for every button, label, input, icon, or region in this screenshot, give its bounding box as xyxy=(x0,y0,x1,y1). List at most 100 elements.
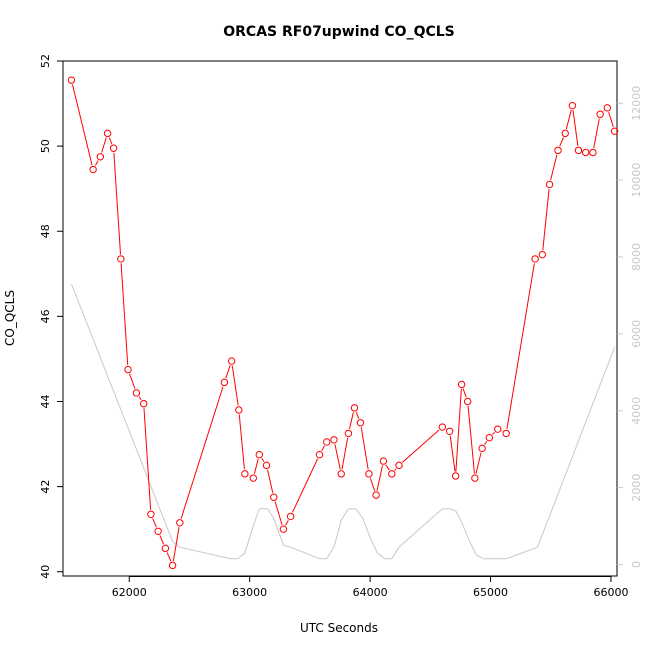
data-point xyxy=(279,525,288,533)
x-tick-label: 64000 xyxy=(353,586,388,599)
primary-line-segment xyxy=(292,458,319,513)
data-point xyxy=(379,457,388,465)
data-point xyxy=(561,129,569,138)
data-point xyxy=(596,110,604,118)
primary-line-segment xyxy=(449,435,456,472)
primary-line-segment xyxy=(484,441,488,445)
secondary-line-segment xyxy=(244,525,254,554)
data-point xyxy=(235,406,243,414)
primary-line-segment xyxy=(108,137,113,145)
secondary-line-segment xyxy=(377,552,385,560)
secondary-line-segment xyxy=(340,508,349,521)
secondary-line-segment xyxy=(333,520,342,548)
data-point xyxy=(241,470,249,478)
secondary-line-segment xyxy=(70,283,174,542)
data-point xyxy=(485,433,494,442)
data-point xyxy=(117,255,125,263)
data-point xyxy=(457,380,466,389)
primary-series-layer xyxy=(67,76,619,570)
secondary-line-segment xyxy=(252,508,260,527)
primary-line-segment xyxy=(355,411,360,419)
data-point xyxy=(154,527,162,536)
primary-line-segment xyxy=(455,388,462,472)
data-point xyxy=(463,397,472,406)
primary-line-segment xyxy=(341,437,349,470)
x-tick-label: 62000 xyxy=(112,586,147,599)
data-point xyxy=(96,153,105,161)
data-point xyxy=(89,165,97,174)
primary-line-segment xyxy=(376,465,383,491)
primary-line-segment xyxy=(159,535,165,545)
y2-tick-label: 8000 xyxy=(630,243,643,271)
secondary-line-segment xyxy=(355,508,364,519)
data-point xyxy=(610,127,619,135)
data-point xyxy=(103,129,112,138)
data-point xyxy=(603,104,612,112)
primary-line-segment xyxy=(231,365,239,406)
y-tick-label: 52 xyxy=(39,54,52,68)
primary-line-segment xyxy=(101,137,107,153)
primary-line-segment xyxy=(462,388,467,398)
data-point xyxy=(502,429,510,438)
data-point xyxy=(220,378,229,387)
x-axis-label: UTC Seconds xyxy=(300,621,378,635)
data-point xyxy=(554,146,562,155)
data-point xyxy=(139,399,148,408)
primary-line-segment xyxy=(608,111,614,128)
data-point xyxy=(356,419,365,427)
primary-line-segment xyxy=(572,110,579,146)
data-point xyxy=(445,427,454,435)
primary-line-segment xyxy=(143,408,152,510)
primary-line-segment xyxy=(369,477,376,492)
y2-tick-label: 10000 xyxy=(630,163,643,198)
y2-tick-label: 4000 xyxy=(630,397,643,425)
data-point xyxy=(227,357,236,365)
data-point xyxy=(315,450,324,459)
primary-line-segment xyxy=(334,444,341,470)
secondary-line-segment xyxy=(455,510,463,523)
primary-line-segment xyxy=(238,414,245,470)
y-axis-label: CO_QCLS xyxy=(3,290,17,346)
data-point xyxy=(372,491,380,499)
data-point xyxy=(494,425,502,433)
secondary-line-segment xyxy=(475,554,484,560)
plot-border xyxy=(62,60,618,577)
primary-line-segment xyxy=(402,429,440,463)
primary-line-segment xyxy=(253,458,259,474)
secondary-line-segment xyxy=(461,522,470,540)
primary-line-segment xyxy=(172,527,180,562)
data-point xyxy=(262,461,271,470)
primary-line-segment xyxy=(506,263,535,430)
data-point xyxy=(330,436,338,444)
data-point xyxy=(531,255,539,263)
data-point xyxy=(67,76,76,84)
primary-line-segment xyxy=(72,84,93,166)
primary-line-segment xyxy=(274,501,283,526)
primary-line-segment xyxy=(542,188,550,251)
y-tick-label: 50 xyxy=(39,139,52,153)
x-tick-label: 63000 xyxy=(232,586,267,599)
data-point xyxy=(249,474,257,482)
data-point xyxy=(545,180,554,189)
y2-tick-label: 12000 xyxy=(630,86,643,121)
secondary-line-segment xyxy=(449,508,456,512)
primary-line-segment xyxy=(385,464,390,471)
axes-layer: 62000 63000 64000 65000 66000 40 42 44 46 48 50 52 0… xyxy=(39,54,643,599)
data-point xyxy=(168,561,177,570)
primary-line-segment xyxy=(166,552,172,562)
primary-line-segment xyxy=(152,518,157,528)
primary-line-segment xyxy=(321,445,325,452)
data-point xyxy=(538,250,547,259)
data-point xyxy=(451,472,460,480)
data-point xyxy=(438,423,447,431)
data-point xyxy=(350,404,359,412)
y-tick-label: 44 xyxy=(39,394,52,408)
data-point xyxy=(109,144,118,152)
data-point xyxy=(365,470,373,478)
data-point xyxy=(471,474,479,482)
primary-line-segment xyxy=(94,160,99,166)
data-point xyxy=(568,101,577,110)
data-point xyxy=(286,512,295,521)
data-point xyxy=(147,510,155,518)
